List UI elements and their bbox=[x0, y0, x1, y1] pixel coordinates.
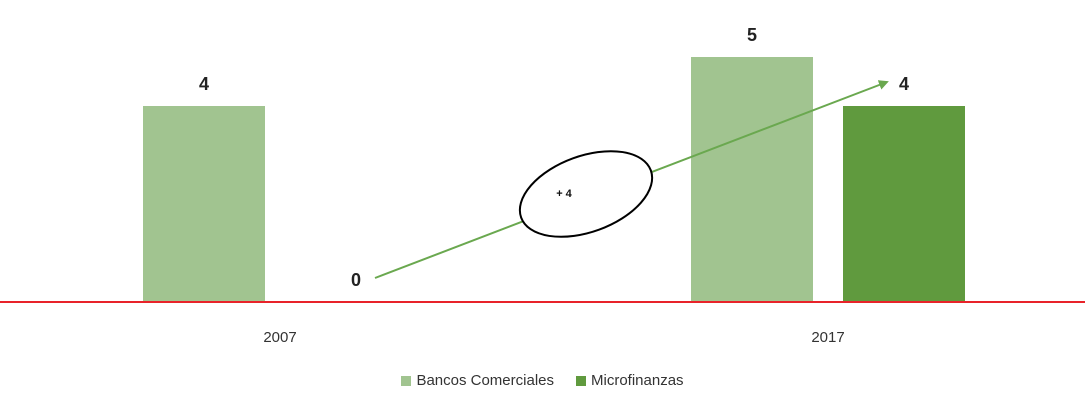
legend-label-microfinanzas: Microfinanzas bbox=[591, 372, 684, 389]
legend-label-bancos: Bancos Comerciales bbox=[416, 372, 554, 389]
bar-bancos-comerciales-2017 bbox=[691, 57, 813, 302]
legend: Bancos Comerciales Microfinanzas bbox=[0, 372, 1085, 389]
legend-swatch-bancos bbox=[401, 375, 412, 386]
data-label-bancos-comerciales-2007: 4 bbox=[199, 74, 209, 94]
data-label-bancos-comerciales-2017: 5 bbox=[747, 25, 757, 45]
bar-microfinanzas-2017 bbox=[843, 106, 965, 302]
x-tick-label-2017: 2017 bbox=[811, 329, 844, 346]
growth-ellipse bbox=[518, 150, 654, 238]
bars-group bbox=[143, 57, 965, 302]
legend-item-bancos: Bancos Comerciales bbox=[401, 372, 554, 389]
growth-annotation: + 4 bbox=[374, 80, 889, 279]
data-labels-group: 4 0 5 4 bbox=[199, 25, 909, 290]
data-label-microfinanzas-2007: 0 bbox=[351, 270, 361, 290]
data-label-microfinanzas-2017: 4 bbox=[899, 74, 909, 94]
growth-label: + 4 bbox=[556, 188, 572, 200]
x-tick-labels-group: 2007 2017 bbox=[263, 329, 844, 346]
bar-bancos-comerciales-2007 bbox=[143, 106, 265, 302]
x-tick-label-2007: 2007 bbox=[263, 329, 296, 346]
legend-swatch-microfinanzas bbox=[576, 375, 586, 386]
legend-item-microfinanzas: Microfinanzas bbox=[576, 372, 684, 389]
